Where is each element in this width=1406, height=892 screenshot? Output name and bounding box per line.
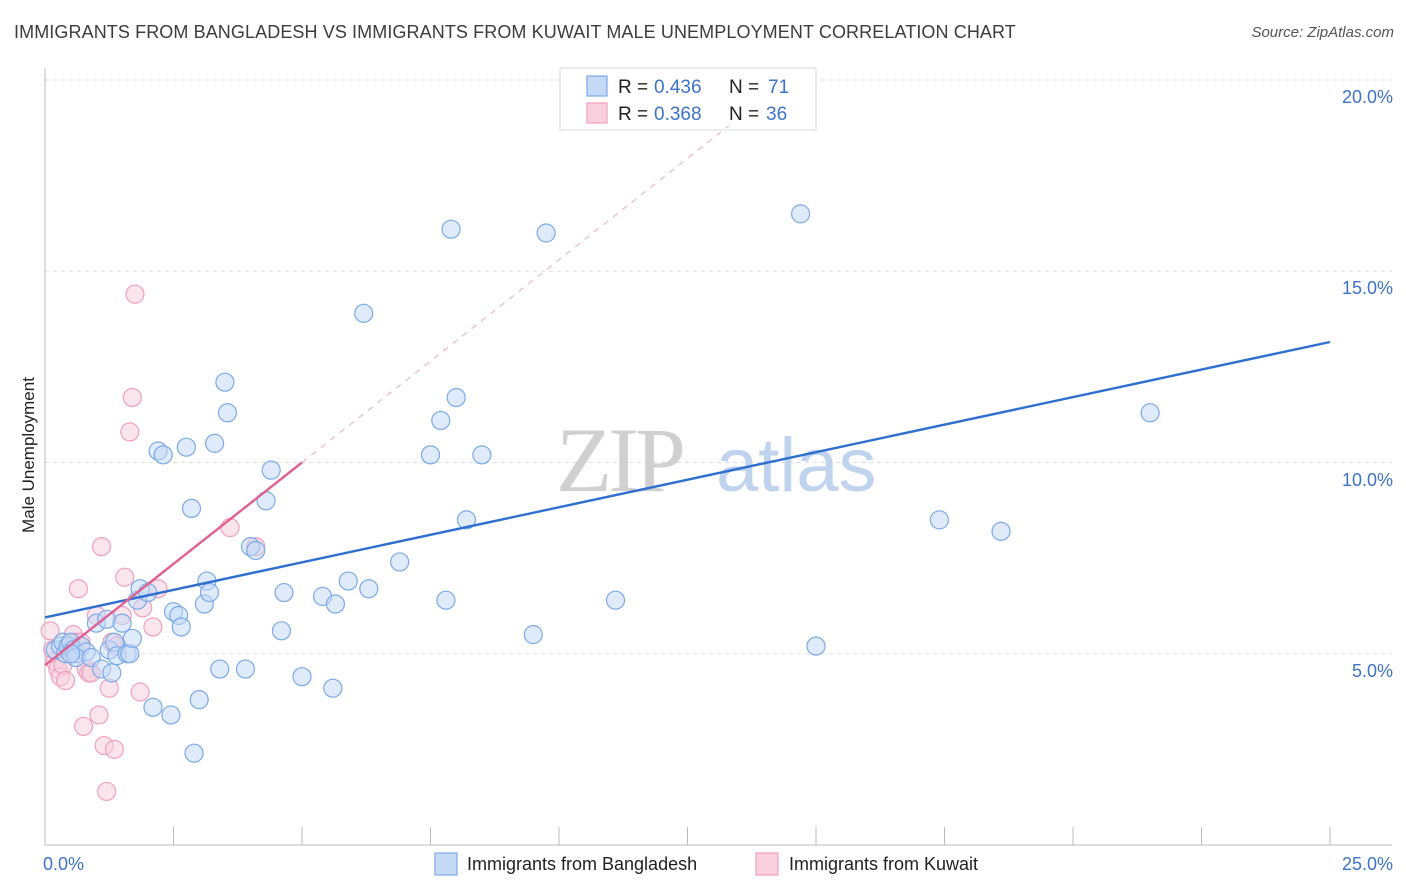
point-bangladesh-73: [991, 521, 1011, 541]
point-bangladesh-40: [199, 582, 220, 603]
y-axis-label: Male Unemployment: [19, 377, 38, 533]
watermark-atlas: atlas: [716, 423, 877, 508]
legend-r-label-bangladesh: R =: [618, 77, 648, 98]
point-bangladesh-30: [161, 705, 181, 725]
point-bangladesh-17: [102, 663, 122, 683]
point-kuwait-28: [120, 422, 140, 442]
legend-n-label-bangladesh: N =: [729, 77, 759, 98]
point-bangladesh-26: [138, 582, 158, 603]
x-tick-label-left: 0.0%: [43, 854, 84, 874]
legend-swatch-kuwait: [586, 102, 608, 124]
point-bangladesh-58: [359, 579, 379, 599]
legend-r-value-bangladesh: 0.436: [654, 77, 702, 98]
point-bangladesh-42: [210, 659, 230, 679]
point-bangladesh-66: [472, 445, 492, 465]
point-bangladesh-47: [246, 540, 266, 561]
point-bangladesh-71: [806, 636, 826, 656]
point-kuwait-33: [143, 617, 163, 637]
point-kuwait-24: [104, 739, 124, 759]
point-bangladesh-67: [523, 625, 543, 645]
legend-r-value-kuwait: 0.368: [654, 104, 702, 125]
y-tick-label-10: 10.0%: [1342, 470, 1393, 490]
point-bangladesh-43: [215, 372, 235, 392]
gridlines: [45, 79, 1392, 655]
point-bangladesh-69: [605, 590, 626, 610]
point-bangladesh-64: [446, 387, 466, 408]
point-kuwait-21: [97, 781, 117, 802]
point-bangladesh-59: [390, 552, 410, 572]
legend-swatch-bangladesh: [586, 75, 608, 97]
point-kuwait-13: [73, 716, 94, 737]
correlation-legend: R = 0.436 N = 71 R = 0.368 N = 36: [559, 67, 817, 131]
point-kuwait-35: [220, 517, 240, 538]
legend-n-value-bangladesh: 71: [768, 77, 789, 98]
bottom-legend-label-bangladesh: Immigrants from Bangladesh: [467, 854, 697, 874]
point-bangladesh-55: [325, 594, 346, 614]
point-bangladesh-33: [171, 617, 191, 637]
point-bangladesh-74: [1140, 403, 1160, 423]
point-kuwait-11: [68, 579, 89, 599]
point-bangladesh-49: [261, 460, 281, 480]
point-bangladesh-65: [456, 510, 477, 530]
bottom-legend-label-kuwait: Immigrants from Kuwait: [789, 854, 978, 874]
point-bangladesh-11: [61, 644, 81, 664]
point-bangladesh-54: [323, 678, 343, 698]
legend-n-value-kuwait: 36: [766, 104, 787, 125]
point-bangladesh-44: [217, 403, 238, 423]
y-tick-label-5: 5.0%: [1352, 661, 1393, 681]
point-bangladesh-56: [338, 571, 358, 591]
chart-title: IMMIGRANTS FROM BANGLADESH VS IMMIGRANTS…: [14, 22, 1016, 42]
series-kuwait-points: [40, 284, 266, 802]
point-bangladesh-72: [929, 510, 949, 530]
point-bangladesh-57: [354, 303, 374, 323]
point-bangladesh-23: [122, 628, 142, 649]
trend-lines: [44, 125, 1331, 667]
point-bangladesh-36: [184, 743, 204, 763]
point-bangladesh-68: [536, 223, 556, 243]
y-tick-label-20: 20.0%: [1342, 87, 1393, 107]
point-bangladesh-70: [790, 204, 811, 224]
point-bangladesh-52: [292, 667, 312, 687]
point-bangladesh-35: [181, 498, 202, 518]
point-kuwait-27: [115, 567, 135, 587]
legend-r-label-kuwait: R =: [618, 104, 648, 125]
point-bangladesh-60: [420, 445, 441, 465]
point-bangladesh-37: [189, 690, 209, 710]
point-kuwait-18: [89, 705, 109, 725]
trend-line-bangladesh: [44, 340, 1331, 619]
bottom-legend-swatch-bangladesh: [434, 852, 458, 876]
point-bangladesh-45: [235, 659, 256, 679]
point-bangladesh-62: [436, 590, 456, 610]
point-bangladesh-61: [431, 410, 451, 431]
point-bangladesh-29: [153, 445, 173, 465]
trend-line-kuwait: [44, 461, 303, 667]
point-bangladesh-20: [112, 613, 132, 633]
point-kuwait-31: [130, 682, 150, 702]
point-kuwait-29: [122, 387, 142, 408]
point-bangladesh-51: [274, 582, 294, 603]
point-bangladesh-63: [441, 219, 461, 239]
point-kuwait-19: [91, 537, 112, 557]
point-bangladesh-50: [271, 621, 292, 641]
legend-n-label-kuwait: N =: [729, 104, 759, 125]
point-kuwait-6: [55, 670, 76, 691]
point-bangladesh-34: [176, 437, 196, 457]
point-kuwait-0: [40, 621, 60, 641]
y-tick-label-15: 15.0%: [1342, 278, 1393, 298]
point-bangladesh-41: [205, 433, 225, 453]
axes: [44, 68, 1392, 846]
series-legend: Immigrants from Bangladesh Immigrants fr…: [434, 852, 978, 876]
point-kuwait-30: [125, 284, 145, 304]
source-label: Source: ZipAtlas.com: [1251, 24, 1394, 41]
point-bangladesh-27: [143, 697, 163, 717]
bottom-legend-swatch-kuwait: [755, 852, 779, 876]
x-tick-label-right: 25.0%: [1342, 854, 1393, 874]
watermark-zip: ZIP: [556, 409, 683, 511]
series-bangladesh-points: [45, 204, 1160, 763]
